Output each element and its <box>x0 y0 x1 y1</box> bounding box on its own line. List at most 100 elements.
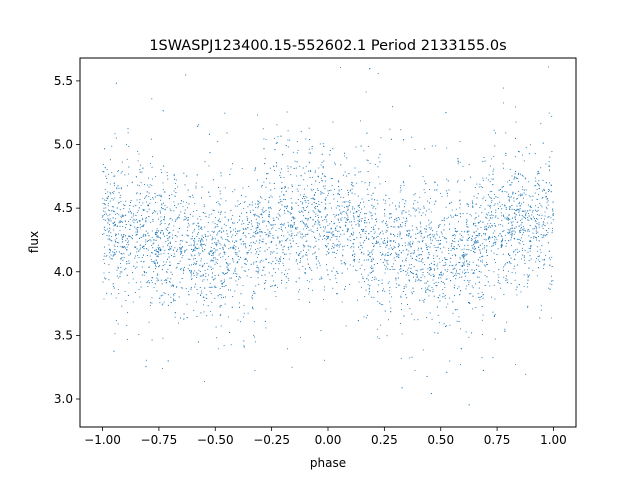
data-point <box>504 239 506 241</box>
data-point <box>495 196 497 198</box>
data-point <box>359 242 361 244</box>
data-point <box>390 213 392 215</box>
data-point <box>386 262 388 264</box>
data-point <box>116 269 118 271</box>
data-point <box>341 211 343 213</box>
data-point <box>301 220 303 222</box>
data-point <box>520 258 522 260</box>
data-point <box>206 315 208 317</box>
data-point <box>514 249 516 251</box>
data-point <box>149 255 151 257</box>
data-point <box>347 228 350 230</box>
data-point <box>194 203 196 205</box>
data-point <box>416 228 418 230</box>
data-point <box>536 239 538 241</box>
data-point <box>398 243 400 245</box>
data-point <box>347 205 349 207</box>
data-point <box>163 261 165 263</box>
data-point <box>233 244 235 246</box>
data-point <box>488 219 490 221</box>
data-point <box>489 237 491 239</box>
data-point <box>541 197 543 199</box>
data-point <box>210 266 212 268</box>
data-point <box>377 300 379 302</box>
data-point <box>460 265 462 267</box>
data-point <box>376 262 378 265</box>
data-point <box>164 249 166 251</box>
data-point <box>518 194 520 196</box>
data-point <box>286 281 288 284</box>
data-point <box>269 206 272 208</box>
data-point <box>313 252 315 254</box>
data-point <box>204 287 206 289</box>
data-point <box>243 270 245 272</box>
data-point <box>209 250 211 252</box>
data-point <box>489 181 491 183</box>
data-point <box>300 236 302 238</box>
data-point <box>161 269 163 271</box>
data-point <box>351 185 353 187</box>
data-point <box>262 241 264 243</box>
data-point <box>431 287 433 289</box>
data-point <box>527 306 529 308</box>
data-point <box>375 236 377 238</box>
data-point <box>466 226 468 228</box>
data-point <box>325 226 327 228</box>
data-point <box>550 184 552 186</box>
data-point <box>200 227 202 229</box>
data-point <box>532 195 534 197</box>
data-point <box>229 227 231 229</box>
data-point <box>158 251 160 253</box>
data-point <box>510 221 512 223</box>
data-point <box>392 263 394 265</box>
data-point <box>308 245 310 247</box>
data-point <box>456 231 458 233</box>
data-point <box>446 258 448 261</box>
data-point <box>193 250 195 252</box>
data-point <box>231 214 233 217</box>
data-point <box>117 267 119 269</box>
data-point <box>299 336 302 338</box>
data-point <box>425 183 427 185</box>
data-point <box>475 225 477 227</box>
data-point <box>140 281 142 283</box>
data-point <box>279 172 282 174</box>
data-point <box>518 172 520 174</box>
data-point <box>359 212 361 214</box>
data-point <box>327 231 329 233</box>
data-point <box>438 240 440 242</box>
data-point <box>344 171 346 173</box>
data-point <box>482 243 484 245</box>
data-point <box>248 245 251 247</box>
data-point <box>256 222 258 224</box>
data-point <box>325 208 327 210</box>
data-point <box>374 199 376 201</box>
data-point <box>103 255 105 257</box>
data-point <box>243 201 245 204</box>
data-point <box>322 185 324 187</box>
data-point <box>545 206 547 208</box>
data-point <box>243 229 245 231</box>
data-point <box>258 242 260 244</box>
data-point <box>208 133 211 135</box>
data-point <box>272 234 274 236</box>
data-point <box>305 252 307 254</box>
data-point <box>401 222 403 224</box>
data-point <box>357 220 359 222</box>
data-point <box>166 271 168 273</box>
data-point <box>299 257 302 260</box>
data-point <box>415 273 417 275</box>
data-point <box>151 230 153 232</box>
data-point <box>180 211 182 213</box>
data-point <box>127 294 129 296</box>
data-point <box>103 229 105 231</box>
data-point <box>453 246 455 248</box>
data-point <box>219 265 221 267</box>
data-point <box>427 287 429 289</box>
data-point <box>472 250 475 252</box>
data-point <box>421 232 423 234</box>
data-point <box>224 296 227 298</box>
data-point <box>374 213 376 215</box>
data-point <box>119 273 121 275</box>
data-point <box>255 207 257 209</box>
